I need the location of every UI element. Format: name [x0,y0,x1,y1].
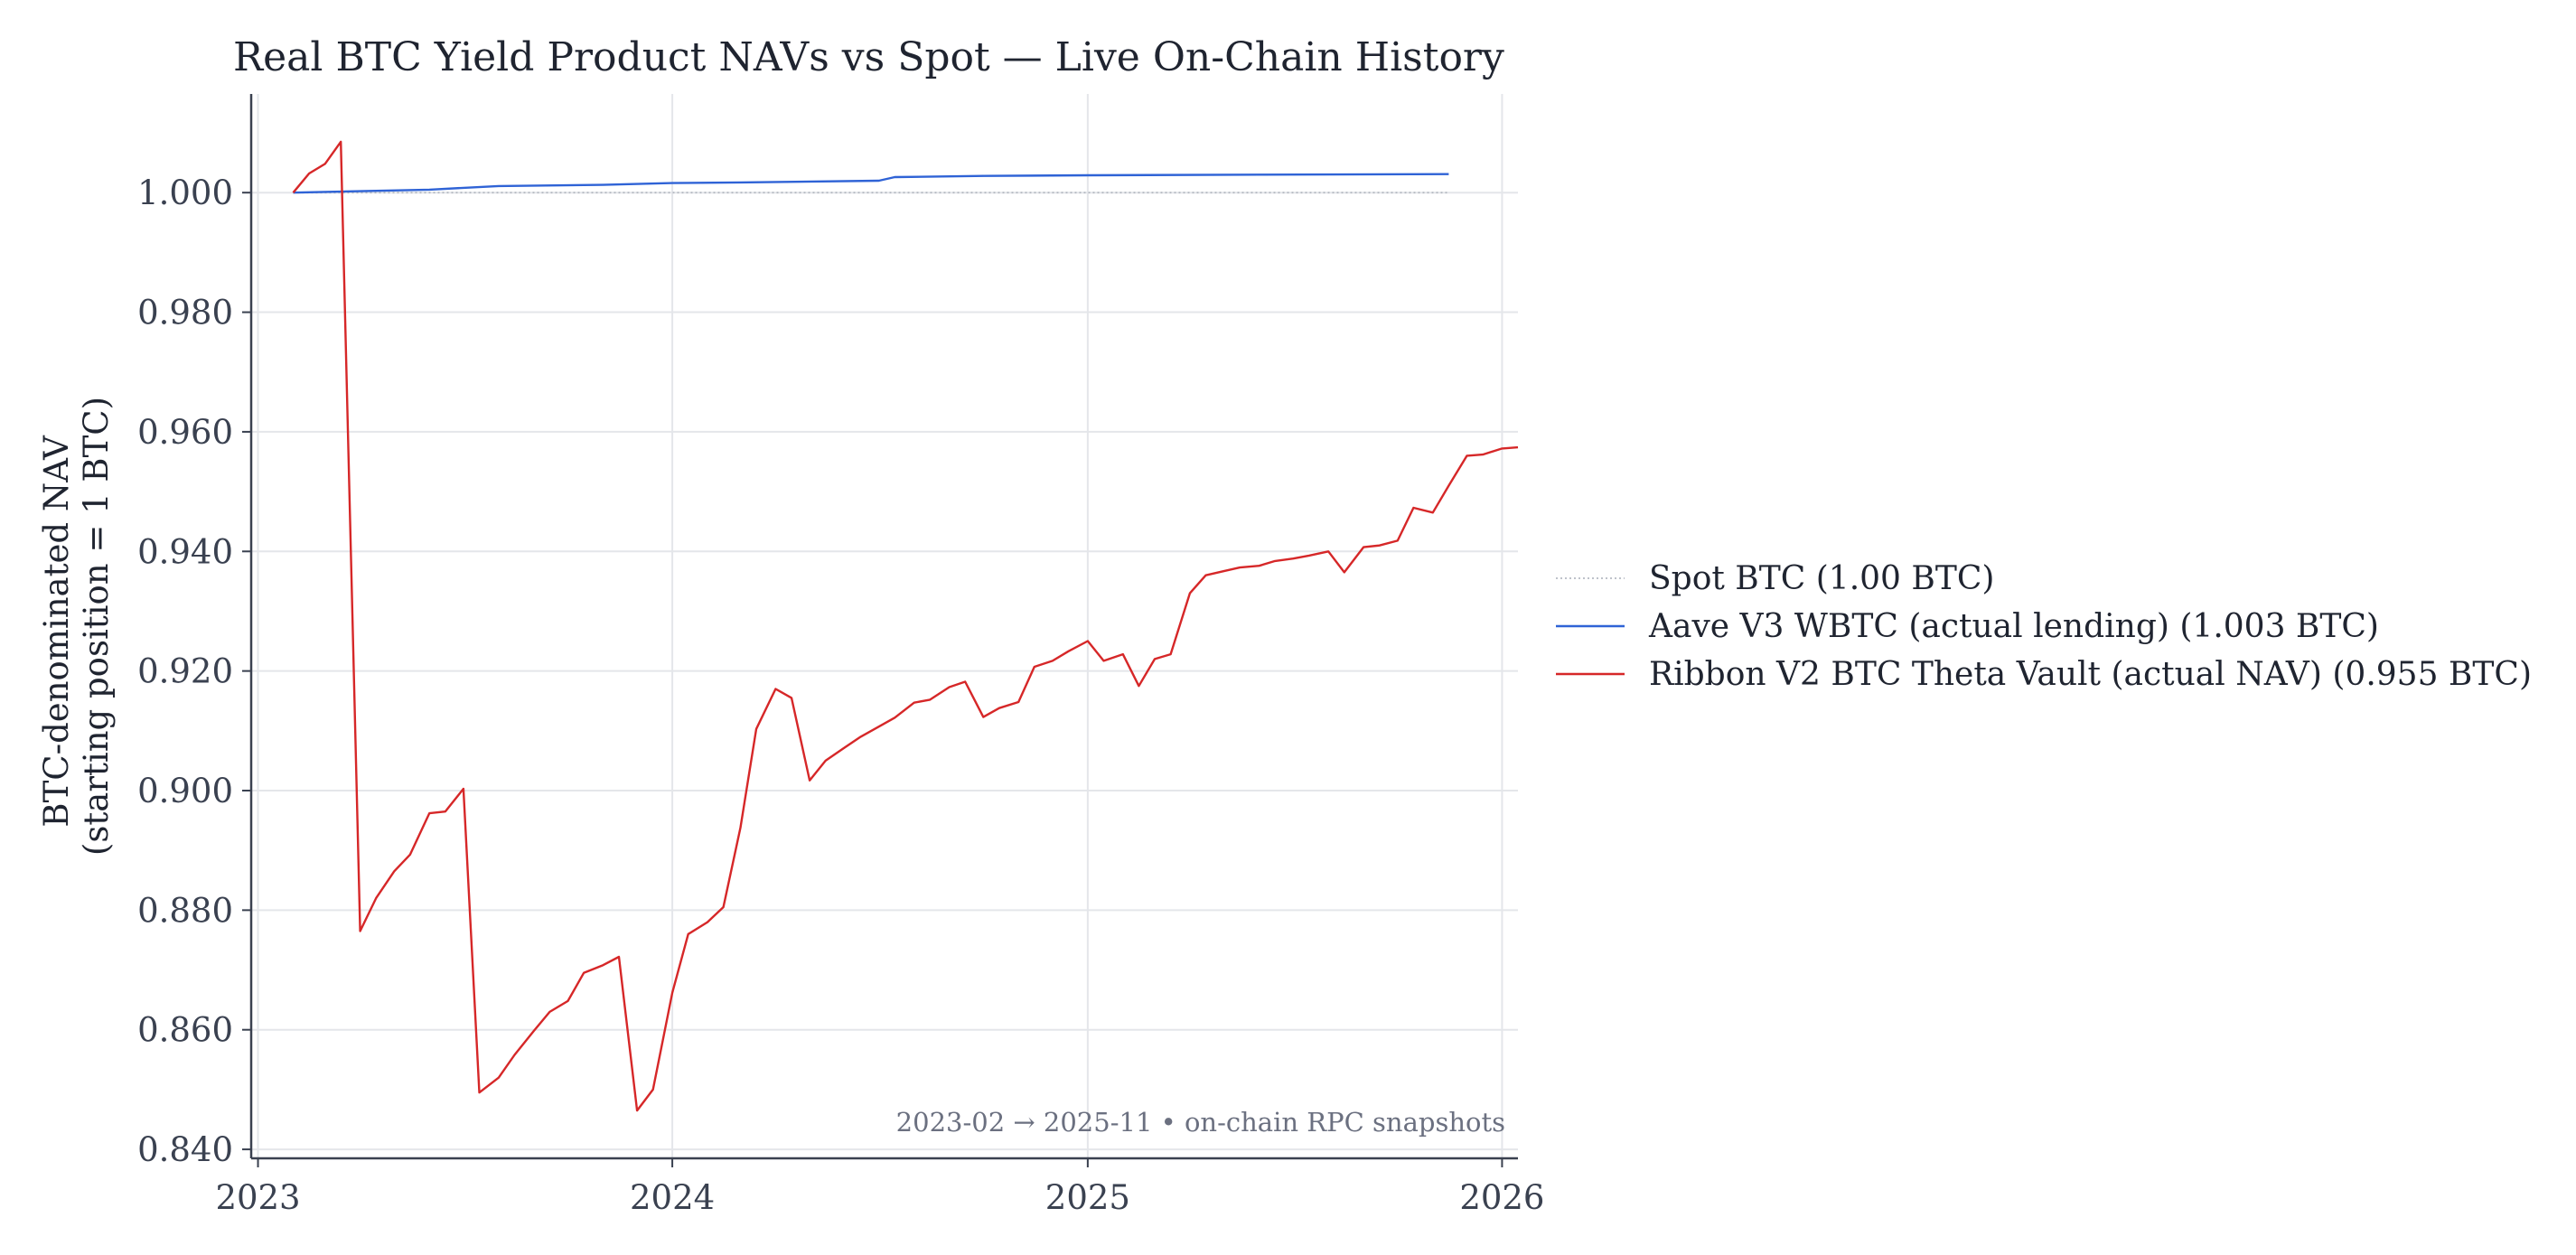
y-tick-label: 0.860 [137,1011,233,1050]
y-axis-label: BTC-denominated NAV (starting position =… [37,397,116,856]
y-axis-label-line-2: (starting position = 1 BTC) [77,397,116,856]
y-tick-label: 0.900 [137,772,233,810]
grid [251,94,1518,1158]
legend-entry-1: Spot BTC (1.00 BTC) [1649,560,1994,597]
x-tick-label: 2024 [630,1178,715,1217]
y-tick-label: 0.940 [137,532,233,571]
chart-title: Real BTC Yield Product NAVs vs Spot — Li… [233,34,1504,80]
series-line-2 [293,173,1449,194]
x-tick-label: 2026 [1459,1178,1544,1217]
x-tick-label: 2025 [1045,1178,1130,1217]
series-line-3 [292,140,1519,1112]
ticks: 0.840 0.860 0.880 0.900 0.920 0.940 0.960 0.980… [137,173,1544,1217]
y-tick-label: 0.980 [137,294,233,332]
legend: Spot BTC (1.00 BTC) Aave V3 WBTC (actual … [1556,560,2532,693]
y-tick-label: 0.880 [137,891,233,930]
x-tick-label: 2023 [215,1178,300,1217]
y-axis-label-line-1: BTC-denominated NAV [37,435,76,828]
legend-entry-3: Ribbon V2 BTC Theta Vault (actual NAV) (… [1649,656,2532,693]
legend-entry-2: Aave V3 WBTC (actual lending) (1.003 BTC… [1648,608,2379,645]
axes [249,94,1518,1160]
series-layer [292,140,1519,1112]
y-tick-label: 1.000 [137,173,233,212]
chart-annotation: 2023-02 → 2025-11 • on-chain RPC snapsho… [896,1107,1505,1138]
y-tick-label: 0.840 [137,1130,233,1169]
y-tick-label: 0.920 [137,652,233,691]
y-tick-label: 0.960 [137,413,233,452]
